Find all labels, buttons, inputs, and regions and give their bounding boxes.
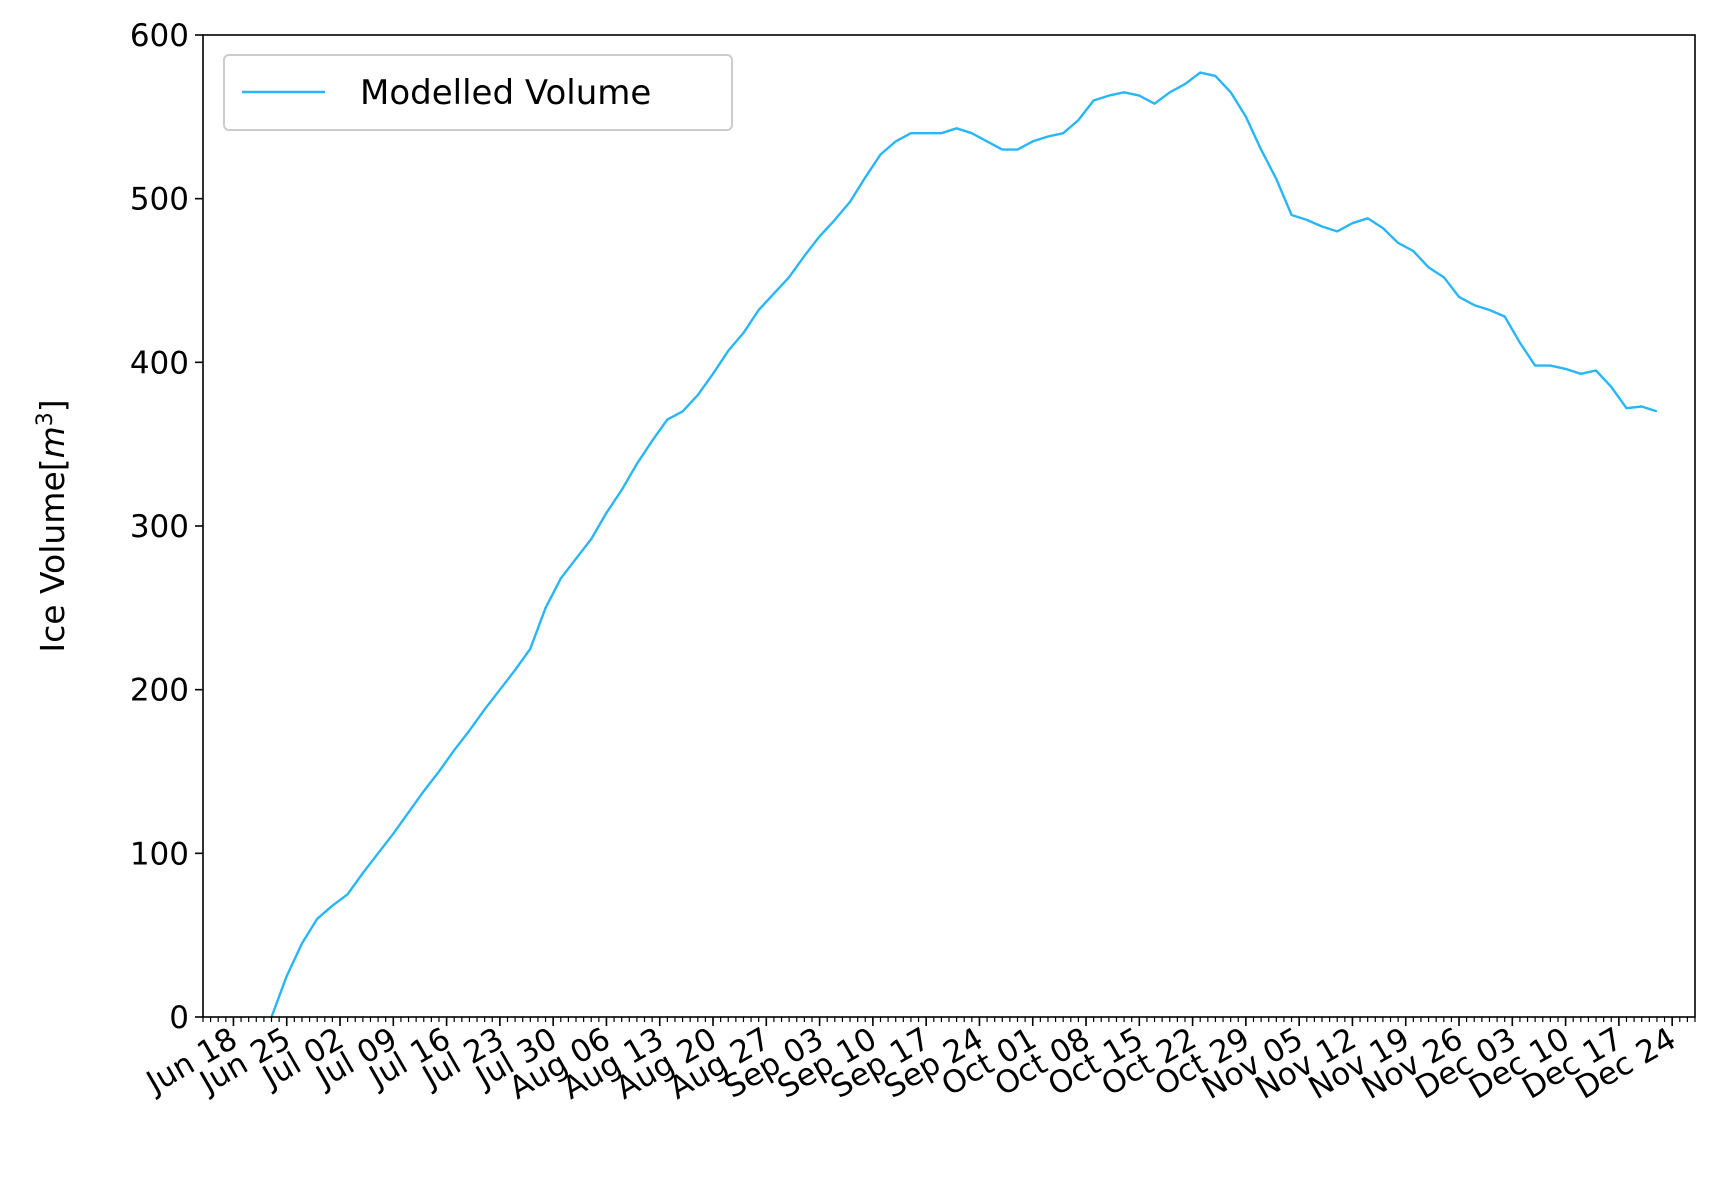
- y-tick-label: 600: [130, 18, 189, 54]
- legend-box: [223, 54, 733, 131]
- legend: Modelled Volume: [223, 54, 733, 131]
- y-axis: 0 100 200 300 400 500 600: [130, 18, 203, 1036]
- y-axis-label-close: ]: [33, 399, 72, 412]
- y-axis-label-sup: 3: [33, 412, 58, 426]
- legend-label-modelled-volume: Modelled Volume: [360, 73, 651, 113]
- y-tick-label: 400: [130, 345, 189, 381]
- series-line-modelled-volume: [270, 71, 1658, 1018]
- y-tick-label: 500: [130, 182, 189, 218]
- y-tick-label: 200: [130, 673, 189, 709]
- series-layer: [270, 71, 1658, 1018]
- y-tick-label: 0: [169, 1000, 189, 1036]
- y-axis-label-var: m: [33, 426, 72, 458]
- y-tick-label: 100: [130, 836, 189, 872]
- y-axis-label: Ice Volume[m3]: [33, 399, 72, 652]
- y-tick-label: 300: [130, 509, 189, 545]
- y-axis-label-base: Ice Volume[: [33, 458, 72, 652]
